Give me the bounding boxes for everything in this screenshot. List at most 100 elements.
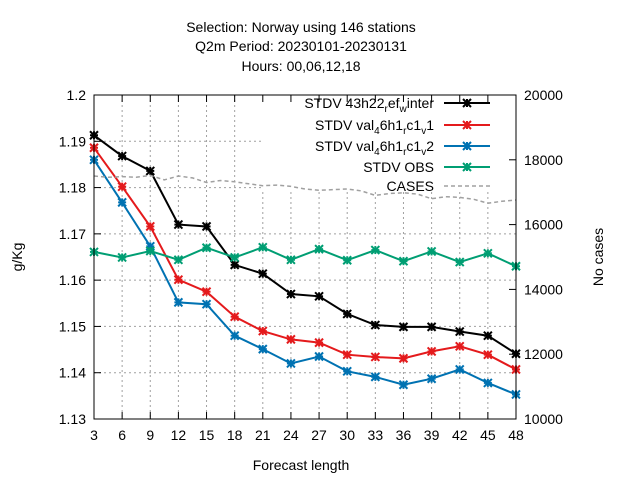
data-point xyxy=(370,372,381,382)
data-point xyxy=(426,246,437,257)
data-point xyxy=(455,326,465,337)
legend-label-part: 6h1 xyxy=(380,117,404,133)
data-point xyxy=(426,322,437,332)
data-point xyxy=(117,197,127,208)
data-point xyxy=(398,256,409,266)
legend-label-part: 1 xyxy=(426,117,434,133)
data-point xyxy=(342,255,352,265)
x-tick-label: 45 xyxy=(480,427,496,443)
legend-marker-0 xyxy=(462,98,472,108)
data-point xyxy=(342,366,352,377)
series-line-4 xyxy=(93,174,517,204)
data-point xyxy=(229,312,240,322)
data-point xyxy=(398,353,409,364)
x-axis-label: Forecast length xyxy=(253,457,350,473)
legend-label-part: c1 xyxy=(406,117,421,133)
data-point xyxy=(258,242,268,252)
legend-label-part: r xyxy=(403,147,407,158)
data-point xyxy=(286,255,296,265)
x-tick-label: 15 xyxy=(199,427,215,443)
series-layer xyxy=(89,130,521,400)
y2-tick-label: 16000 xyxy=(524,217,563,233)
title-line-1: Selection: Norway using 146 stations xyxy=(186,19,416,35)
x-tick-label: 18 xyxy=(227,427,243,443)
data-point xyxy=(286,289,296,299)
x-tick-label: 48 xyxy=(508,427,524,443)
data-point xyxy=(398,322,409,332)
legend-label-1: STDV val46h1rc1v1 xyxy=(315,117,434,137)
title-line-2: Q2m Period: 20230101-20230131 xyxy=(195,38,407,54)
y2-tick-label: 10000 xyxy=(524,411,563,427)
data-point xyxy=(173,219,184,230)
legend-label-part: 2 xyxy=(426,138,434,154)
legend-label-part: c1 xyxy=(406,138,421,154)
legend-label-part: STDV val xyxy=(315,117,374,133)
data-point xyxy=(201,299,212,309)
y-axis-label: g/Kg xyxy=(9,243,25,272)
y2-tick-label: 12000 xyxy=(524,346,563,362)
plot-border xyxy=(93,94,517,420)
data-point xyxy=(483,330,493,341)
y-tick-label: 1.18 xyxy=(59,180,86,196)
data-point xyxy=(314,337,324,348)
data-point xyxy=(173,274,184,285)
x-axis-ticks: 3 6 9 12 15 18 21 24 27 30 33 36 39 42 45 48 xyxy=(90,427,524,443)
y2-tick-label: 14000 xyxy=(524,281,563,297)
y2-axis-ticks: 10000 12000 14000 16000 18000 20000 xyxy=(524,87,563,427)
data-point xyxy=(145,221,155,232)
data-point xyxy=(314,351,324,362)
chart-title: Selection: Norway using 146 stations Q2m… xyxy=(186,19,416,74)
data-point xyxy=(398,380,409,390)
x-tick-label: 27 xyxy=(311,427,327,443)
legend-label-part: 4 xyxy=(374,147,380,158)
y-tick-label: 1.2 xyxy=(67,87,87,103)
data-point xyxy=(370,352,381,362)
title-line-3: Hours: 00,06,12,18 xyxy=(241,58,360,74)
y-axis-ticks: 1.13 1.14 1.15 1.16 1.17 1.18 1.19 1.2 xyxy=(59,87,86,427)
data-point xyxy=(426,346,437,357)
data-point xyxy=(314,291,324,302)
data-point xyxy=(117,181,127,192)
data-point xyxy=(258,268,268,279)
y-tick-label: 1.16 xyxy=(59,272,86,288)
y2-axis-label: No cases xyxy=(590,228,606,286)
data-point xyxy=(455,364,465,375)
legend-label-0: STDV 43h22refwinter xyxy=(304,95,434,115)
x-tick-label: 24 xyxy=(283,427,299,443)
legend-label-part: ef xyxy=(388,95,400,111)
legend-label-part: STDV OBS xyxy=(363,159,434,175)
x-tick-label: 9 xyxy=(146,427,154,443)
data-point xyxy=(145,166,155,176)
y-tick-label: 1.14 xyxy=(59,365,86,381)
data-point xyxy=(483,349,493,360)
legend-label-part: CASES xyxy=(387,178,434,194)
legend-label-part: STDV 43h22 xyxy=(304,95,384,111)
legend-label-part: w xyxy=(399,104,408,115)
series-line-0 xyxy=(93,134,517,355)
data-point xyxy=(342,309,352,319)
data-point xyxy=(145,246,155,256)
grid xyxy=(94,95,516,419)
legend-label-part: r xyxy=(385,104,389,115)
data-point xyxy=(286,358,296,369)
data-point xyxy=(426,374,437,384)
data-point xyxy=(286,334,296,345)
x-tick-label: 39 xyxy=(424,427,440,443)
data-point xyxy=(258,344,268,354)
legend-label-2: STDV val46h1rc1v2 xyxy=(315,138,434,158)
x-tick-label: 6 xyxy=(118,427,126,443)
data-point xyxy=(483,248,493,259)
legend-marker-3 xyxy=(462,162,472,172)
plot-frame xyxy=(93,94,517,420)
data-point xyxy=(201,287,212,297)
legend-label-part: v xyxy=(421,126,426,137)
x-tick-label: 12 xyxy=(171,427,187,443)
x-tick-label: 30 xyxy=(339,427,355,443)
y2-tick-label: 18000 xyxy=(524,152,563,168)
data-point xyxy=(201,243,212,253)
legend-label-part: inter xyxy=(407,95,435,111)
series-line-3 xyxy=(93,246,517,268)
data-point xyxy=(370,245,381,255)
